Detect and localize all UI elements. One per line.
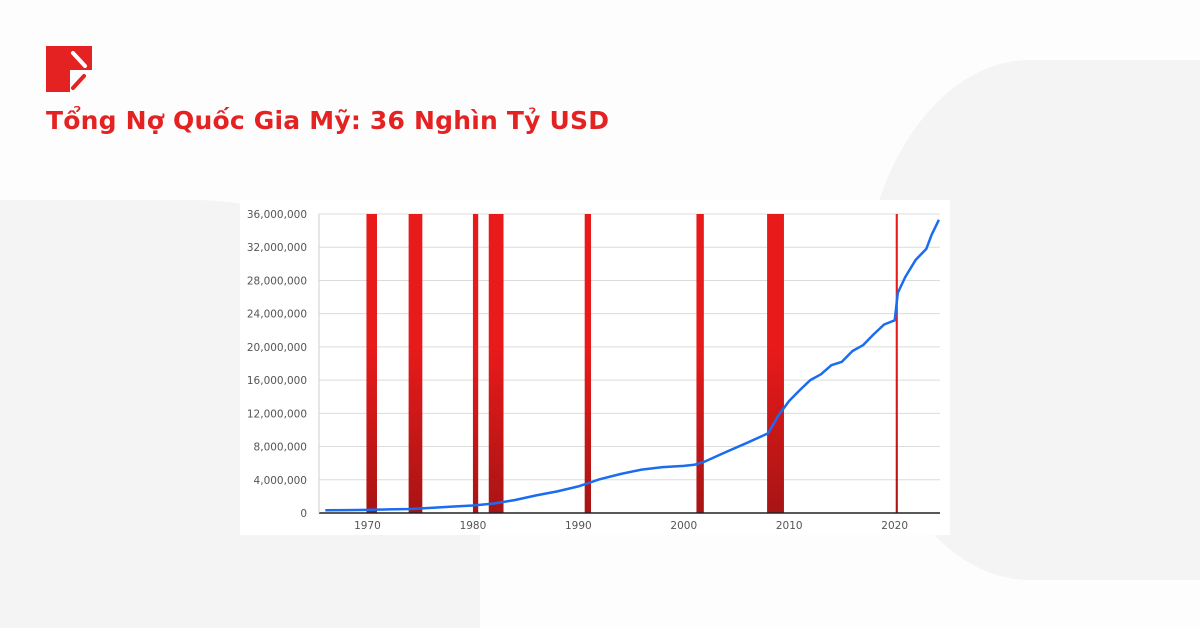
recession-band bbox=[584, 214, 592, 513]
debt-line bbox=[325, 219, 941, 512]
y-tick-label: 24,000,000 bbox=[247, 309, 307, 321]
y-tick-label: 36,000,000 bbox=[247, 209, 307, 221]
x-tick-label: 1970 bbox=[354, 520, 381, 532]
y-tick-label: 0 bbox=[300, 508, 307, 520]
brand-logo bbox=[46, 46, 92, 92]
recession-band bbox=[408, 214, 423, 513]
y-tick-label: 8,000,000 bbox=[254, 442, 307, 454]
y-tick-label: 20,000,000 bbox=[247, 342, 307, 354]
recession-band bbox=[767, 214, 784, 513]
x-tick-label: 2020 bbox=[881, 520, 908, 532]
recession-band bbox=[488, 214, 504, 513]
y-tick-label: 32,000,000 bbox=[247, 242, 307, 254]
y-tick-label: 4,000,000 bbox=[254, 475, 307, 487]
y-tick-label: 16,000,000 bbox=[247, 375, 307, 387]
x-tick-label: 2000 bbox=[670, 520, 697, 532]
x-tick-label: 2010 bbox=[776, 520, 803, 532]
y-tick-label: 28,000,000 bbox=[247, 275, 307, 287]
recession-band bbox=[472, 214, 479, 513]
recession-band bbox=[895, 214, 898, 513]
x-tick-label: 1980 bbox=[460, 520, 487, 532]
recession-band bbox=[366, 214, 377, 513]
debt-chart: 0 4,000,000 8,000,000 12,000,000 16,000,000 2… bbox=[240, 200, 950, 535]
recession-band bbox=[696, 214, 704, 513]
x-tick-label: 1990 bbox=[565, 520, 592, 532]
page-title: Tổng Nợ Quốc Gia Mỹ: 36 Nghìn Tỷ USD bbox=[46, 106, 610, 135]
y-tick-label: 12,000,000 bbox=[247, 408, 307, 420]
chart-svg: 0 4,000,000 8,000,000 12,000,000 16,000,000 2… bbox=[247, 209, 941, 532]
